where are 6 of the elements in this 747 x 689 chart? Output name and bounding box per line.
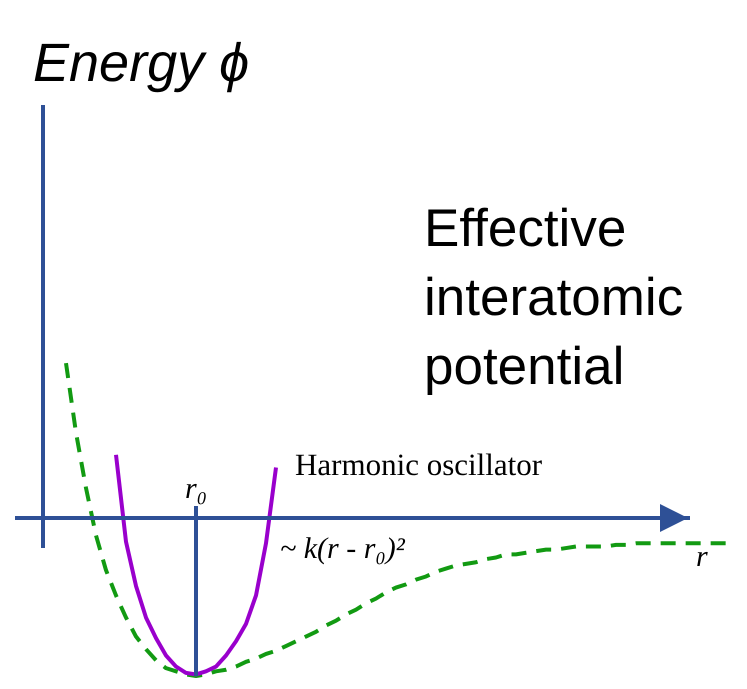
- annotation: r₀: [185, 472, 208, 505]
- chart-title: Effective interatomic potential: [424, 199, 684, 396]
- annotation: ~ k(r - r₀)²: [280, 532, 406, 565]
- x-axis-title: r: [696, 540, 708, 573]
- text: Energy ϕ: [33, 33, 250, 93]
- series-label: Harmonic oscillator: [295, 447, 543, 482]
